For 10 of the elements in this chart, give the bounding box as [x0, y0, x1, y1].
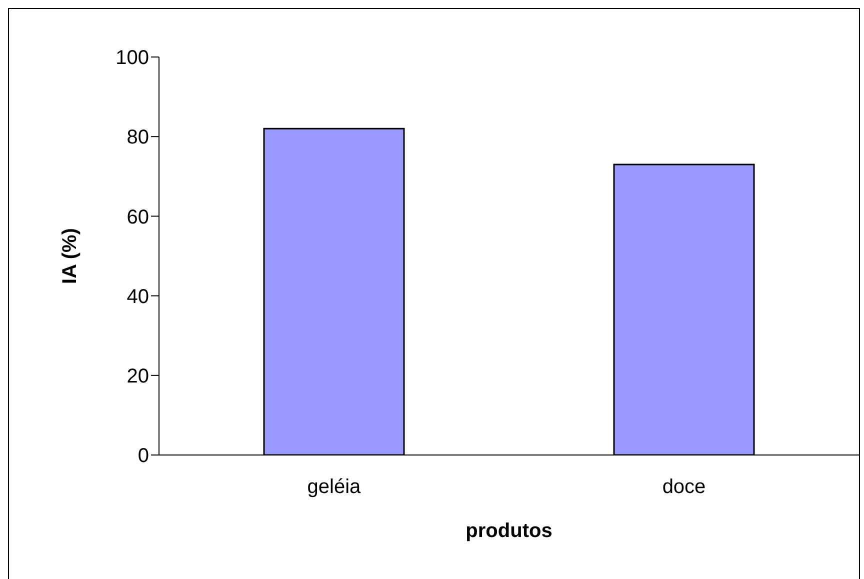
x-tick-label: geléia: [307, 476, 362, 498]
x-axis-title: produtos: [466, 520, 552, 542]
y-tick-label: 60: [126, 206, 149, 228]
x-tick-label: doce: [662, 476, 706, 498]
y-tick-label: 0: [138, 445, 149, 468]
y-tick-label: 80: [126, 126, 149, 149]
y-tick-label: 20: [126, 366, 149, 388]
y-tick-label: 40: [126, 286, 149, 308]
y-tick-label: 100: [116, 47, 149, 70]
y-axis-title: IA (%): [59, 228, 82, 284]
